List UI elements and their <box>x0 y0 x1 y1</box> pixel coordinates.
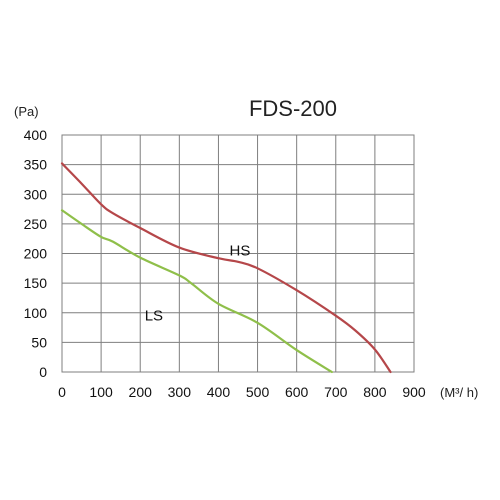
x-tick-label: 500 <box>246 384 270 400</box>
x-tick-label: 0 <box>58 384 66 400</box>
x-tick-label: 400 <box>207 384 231 400</box>
x-tick-label: 100 <box>89 384 113 400</box>
series-line-ls <box>60 209 333 374</box>
y-axis-unit: (Pa) <box>14 104 39 119</box>
y-tick-label: 350 <box>24 157 48 173</box>
y-tick-label: 200 <box>24 246 48 262</box>
y-tick-label: 0 <box>39 364 47 380</box>
x-axis-unit: (M³/ h) <box>440 385 478 400</box>
y-tick-label: 250 <box>24 216 48 232</box>
grid <box>61 134 415 373</box>
series <box>60 162 392 374</box>
x-tick-label: 600 <box>285 384 309 400</box>
x-tick-label: 900 <box>402 384 426 400</box>
y-tick-label: 150 <box>24 275 48 291</box>
y-tick-label: 50 <box>31 334 47 350</box>
x-tick-label: 200 <box>129 384 153 400</box>
series-line-hs <box>60 162 392 374</box>
x-tick-label: 800 <box>363 384 387 400</box>
tick-labels: 0 100 200 300 400 500 600 700 800 900 0 50 100 150 200… <box>24 127 426 400</box>
chart-title: FDS-200 <box>249 96 337 121</box>
x-tick-label: 300 <box>168 384 192 400</box>
y-tick-label: 300 <box>24 186 48 202</box>
x-tick-label: 700 <box>324 384 348 400</box>
y-tick-label: 100 <box>24 305 48 321</box>
series-labels: HS LS <box>145 243 251 325</box>
y-tick-label: 400 <box>24 127 48 143</box>
series-label-ls: LS <box>145 308 163 325</box>
series-label-hs: HS <box>230 243 251 260</box>
